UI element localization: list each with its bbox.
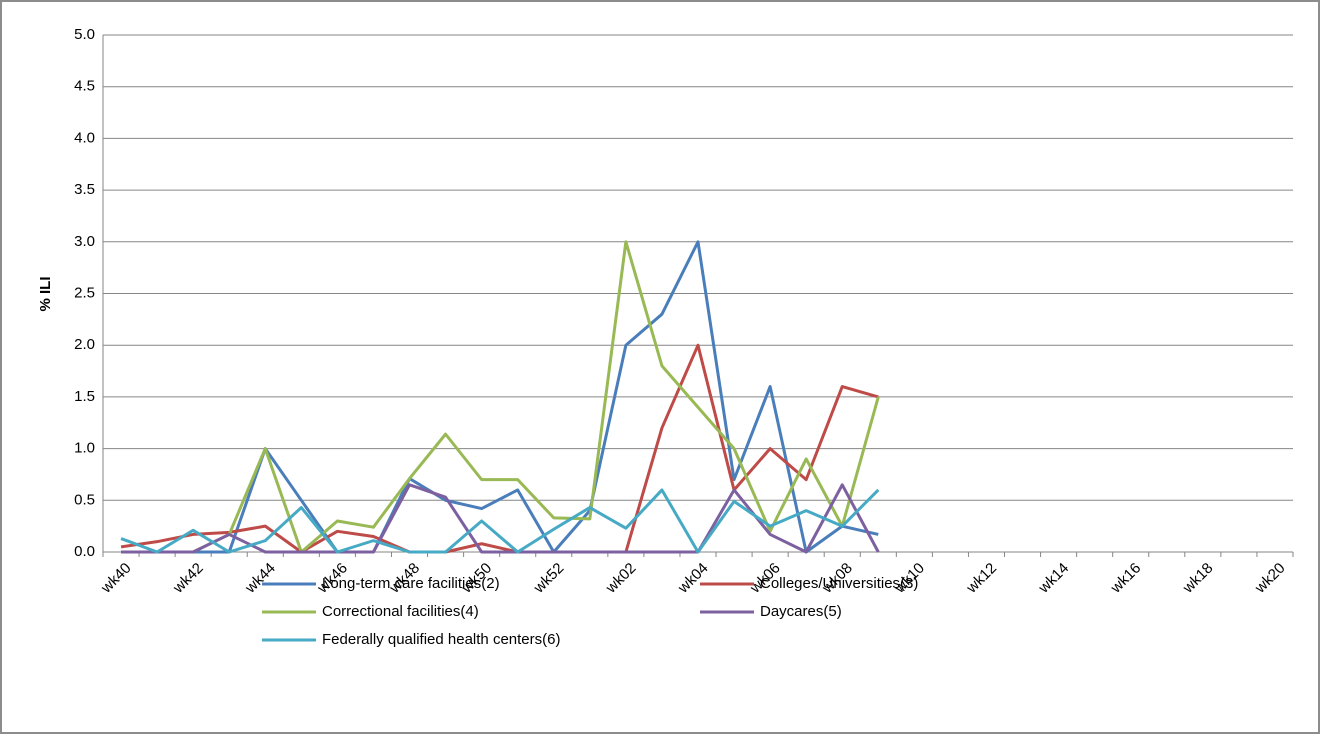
y-tick-label: 2.5 [74,284,95,301]
legend-label: Daycares(5) [760,603,842,620]
y-tick-label: 4.0 [74,129,95,146]
y-tick-label: 1.5 [74,388,95,405]
legend-label: Colleges/Universities(3) [760,575,918,592]
legend-label: Federally qualified health centers(6) [322,631,560,648]
series-line [121,240,879,554]
y-tick-label: 5.0 [74,26,95,43]
series-line [120,343,879,554]
y-axis-label: % ILI [37,276,54,311]
y-tick-label: 0.5 [74,491,95,508]
y-tick-label: 2.0 [74,336,95,353]
y-tick-label: 4.5 [74,78,95,95]
y-tick-label: 3.0 [74,233,95,250]
series-line [121,240,880,554]
y-tick-label: 3.5 [74,181,95,198]
legend-label: Correctional facilities(4) [322,603,479,620]
series-line [120,488,880,554]
y-tick-label: 0.0 [74,543,95,560]
legend-label: Long-term care facilities(2) [322,575,500,592]
y-tick-label: 1.0 [74,440,95,457]
